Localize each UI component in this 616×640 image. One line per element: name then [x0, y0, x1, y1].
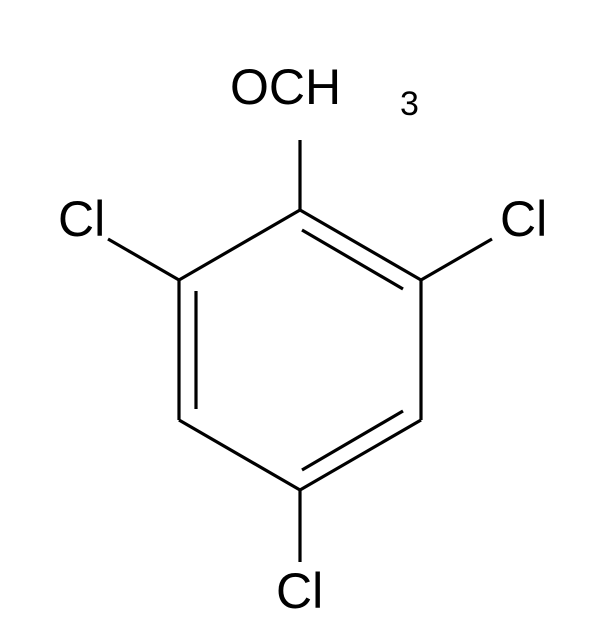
- label-cl-bottom: Cl: [276, 563, 323, 619]
- bond-c3-c4: [300, 420, 421, 490]
- bond-c4-c5: [179, 420, 300, 490]
- label-och3-sub: 3: [400, 85, 419, 123]
- label-och3: OCH: [230, 59, 341, 115]
- bond-c6-cl: [108, 239, 179, 280]
- bond-c2-cl: [421, 239, 492, 280]
- bond-c6-c1: [179, 210, 300, 280]
- label-cl-right: Cl: [500, 191, 547, 247]
- label-cl-left: Cl: [58, 191, 105, 247]
- benzene-ring: [179, 210, 421, 490]
- molecule-diagram: OCH 3 Cl Cl Cl: [0, 0, 616, 640]
- bond-c1-c2: [300, 210, 421, 280]
